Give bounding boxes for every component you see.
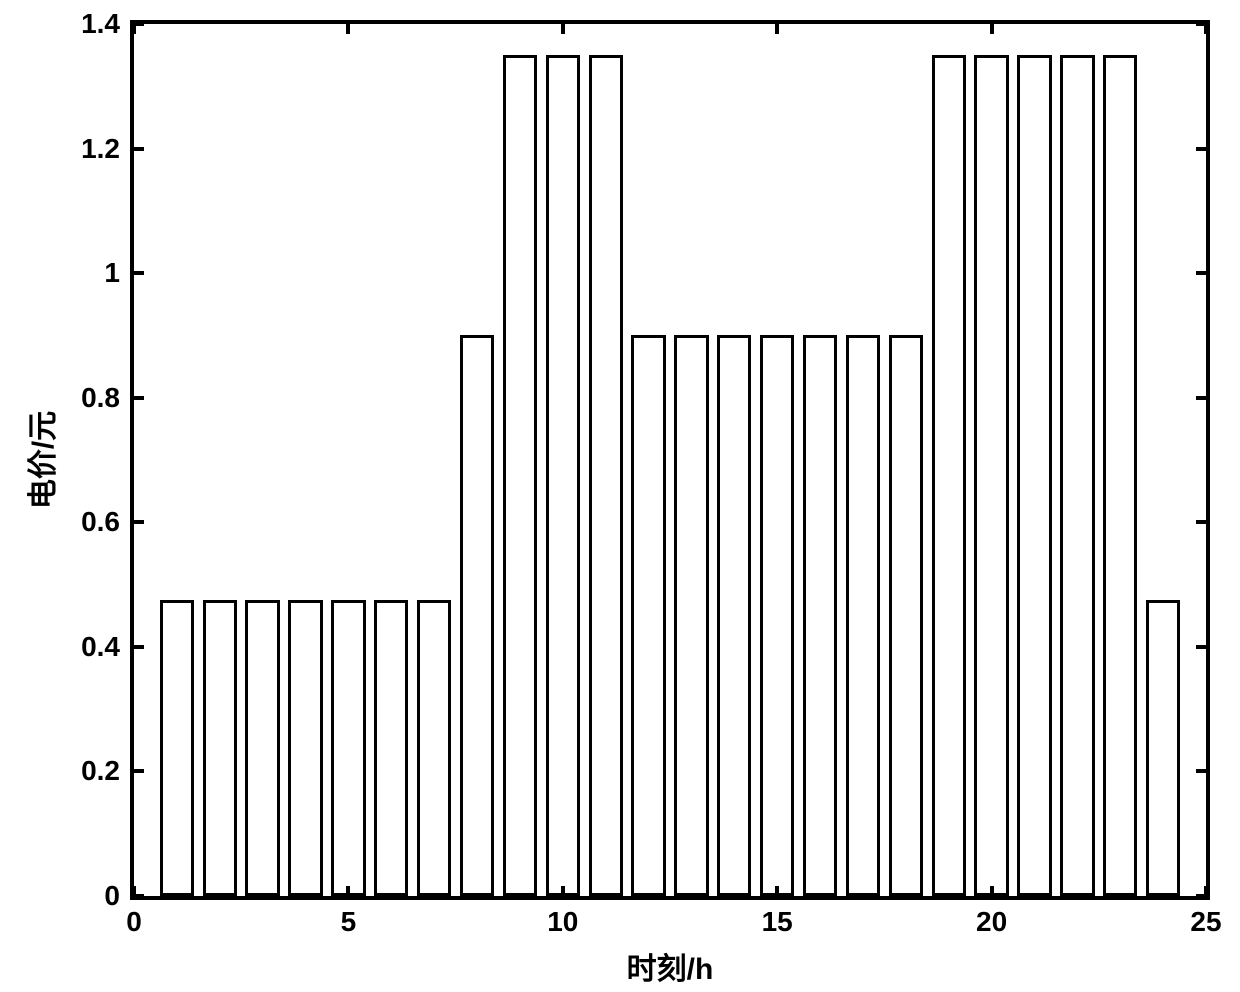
bar [674, 335, 708, 896]
bar [203, 600, 237, 896]
y-tick [134, 769, 144, 773]
y-tick [1196, 22, 1206, 26]
x-tick-label: 10 [547, 906, 578, 938]
y-tick-label: 0 [104, 880, 120, 912]
bar [803, 335, 837, 896]
bar [331, 600, 365, 896]
bar [503, 55, 537, 896]
bar [1017, 55, 1051, 896]
y-tick [1196, 147, 1206, 151]
bar [460, 335, 494, 896]
bar [932, 55, 966, 896]
bar [889, 335, 923, 896]
y-tick-label: 1.2 [81, 133, 120, 165]
y-tick [134, 271, 144, 275]
bar [288, 600, 322, 896]
x-tick-label: 25 [1190, 906, 1221, 938]
y-tick [1196, 520, 1206, 524]
y-tick [134, 396, 144, 400]
y-tick [1196, 769, 1206, 773]
x-tick [561, 886, 565, 896]
x-tick [561, 24, 565, 34]
x-tick [346, 24, 350, 34]
figure: 电价/元 时刻/h 0 5 10 15 20 25 0 0.2 0.4 0.6 0.8 1 1.2 1.4 [0, 0, 1240, 992]
y-tick-label: 1.4 [81, 8, 120, 40]
x-tick [990, 24, 994, 34]
bar [245, 600, 279, 896]
y-tick-label: 0.6 [81, 506, 120, 538]
plot-area [130, 20, 1210, 900]
y-tick [1196, 271, 1206, 275]
x-tick-label: 15 [762, 906, 793, 938]
bar [417, 600, 451, 896]
bar [374, 600, 408, 896]
bar [846, 335, 880, 896]
x-tick [775, 886, 779, 896]
y-tick [134, 22, 144, 26]
x-tick-label: 0 [126, 906, 142, 938]
bar [974, 55, 1008, 896]
y-tick-label: 0.4 [81, 631, 120, 663]
bar [160, 600, 194, 896]
x-tick [346, 886, 350, 896]
bar [760, 335, 794, 896]
bar [717, 335, 751, 896]
bar [1060, 55, 1094, 896]
bar [589, 55, 623, 896]
y-axis-label: 电价/元 [18, 411, 62, 509]
y-tick [1196, 894, 1206, 898]
y-tick [134, 894, 144, 898]
bar [631, 335, 665, 896]
x-tick [990, 886, 994, 896]
y-tick-label: 0.2 [81, 755, 120, 787]
x-tick-label: 20 [976, 906, 1007, 938]
y-tick [134, 520, 144, 524]
y-tick [1196, 645, 1206, 649]
y-tick [134, 645, 144, 649]
x-tick-label: 5 [341, 906, 357, 938]
x-tick [775, 24, 779, 34]
y-tick [1196, 396, 1206, 400]
x-axis-label: 时刻/h [627, 944, 714, 988]
y-tick-label: 1 [104, 257, 120, 289]
y-tick-label: 0.8 [81, 382, 120, 414]
bar [1146, 600, 1180, 896]
plot-inner [134, 24, 1206, 896]
bar [546, 55, 580, 896]
y-tick [134, 147, 144, 151]
bar [1103, 55, 1137, 896]
